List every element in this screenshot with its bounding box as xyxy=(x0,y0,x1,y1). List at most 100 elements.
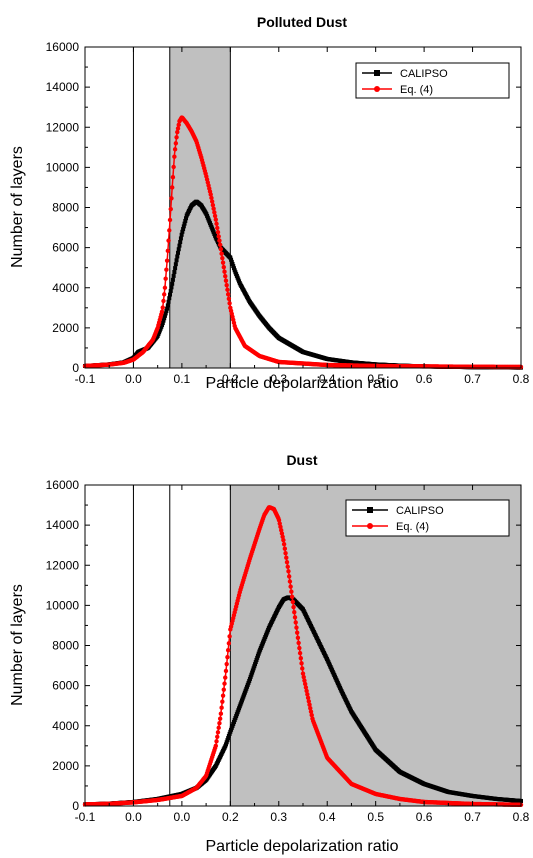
data-point xyxy=(215,730,221,735)
chart-title: Polluted Dust xyxy=(257,14,348,30)
series-layer xyxy=(82,115,524,370)
data-point xyxy=(163,311,168,316)
data-point xyxy=(297,650,303,656)
x-tick-label: 0.5 xyxy=(367,810,384,824)
data-point xyxy=(231,266,236,271)
y-tick-label: 8000 xyxy=(52,201,79,215)
data-point xyxy=(159,309,165,314)
legend-label-calipso: CALIPSO xyxy=(400,68,448,80)
x-axis-ticks: -0.1 0.0 0.1 0.2 0.3 0.4 0.5 0.6 0.7 0.8 xyxy=(75,47,530,386)
data-point xyxy=(208,192,213,197)
data-point xyxy=(162,316,167,321)
data-point xyxy=(168,292,173,297)
data-point xyxy=(226,296,232,301)
data-point xyxy=(285,564,290,569)
data-point xyxy=(227,731,232,736)
data-point xyxy=(174,258,179,263)
data-point xyxy=(247,678,252,683)
data-point xyxy=(279,531,285,536)
data-point xyxy=(281,541,287,547)
data-point xyxy=(160,321,165,326)
data-point xyxy=(165,303,170,308)
data-point xyxy=(221,687,226,692)
y-axis-label: Number of layers xyxy=(9,584,26,706)
data-point xyxy=(225,738,230,743)
data-point xyxy=(179,232,184,237)
data-point xyxy=(164,267,169,272)
y-tick-label: 8000 xyxy=(52,639,79,653)
y-axis-label: Number of layers xyxy=(9,146,26,268)
y-tick-label: 4000 xyxy=(52,281,79,295)
panel-dust: Dust -0.1 0.0 0.0 0.2 0.3 0.4 0.5 0.6 0.7 0.8 0 20… xyxy=(9,452,530,855)
x-tick-label: 0.4 xyxy=(319,810,336,824)
data-point xyxy=(176,250,181,255)
data-point xyxy=(255,653,260,658)
legend-marker-eq4 xyxy=(374,86,380,92)
data-point xyxy=(224,661,229,667)
data-point xyxy=(224,283,229,288)
data-point xyxy=(288,584,293,589)
data-point xyxy=(226,733,231,738)
data-point xyxy=(214,221,219,226)
data-point xyxy=(168,206,173,212)
y-tick-label: 12000 xyxy=(46,120,80,134)
data-point xyxy=(290,599,296,605)
data-point xyxy=(165,306,170,311)
data-point xyxy=(299,661,304,666)
y-axis-ticks: 0 2000 4000 6000 8000 10000 12000 14000 16000 xyxy=(46,40,521,375)
data-point xyxy=(178,236,183,241)
data-point xyxy=(289,589,294,594)
data-point xyxy=(212,213,218,219)
x-tick-label: 0.0 xyxy=(125,372,142,386)
x-tick-label: 0.7 xyxy=(464,810,481,824)
data-point xyxy=(252,664,257,669)
data-point xyxy=(226,641,232,646)
data-point xyxy=(291,604,296,610)
data-point xyxy=(182,221,187,226)
data-point xyxy=(225,292,231,297)
data-point xyxy=(176,122,181,128)
x-axis-ticks: -0.1 0.0 0.0 0.2 0.3 0.4 0.5 0.6 0.7 0.8 xyxy=(75,485,530,824)
data-point xyxy=(296,640,301,646)
data-point xyxy=(216,725,221,730)
data-point xyxy=(250,670,255,675)
x-tick-label: 0.5 xyxy=(367,372,384,386)
data-point xyxy=(161,318,166,323)
data-point xyxy=(224,740,229,745)
data-point xyxy=(284,555,289,560)
reference-lines xyxy=(132,485,231,806)
y-tick-label: 0 xyxy=(72,361,79,375)
legend-marker-eq4 xyxy=(367,523,373,529)
data-point xyxy=(220,260,226,265)
data-point xyxy=(180,229,185,234)
data-point xyxy=(223,668,229,674)
data-point xyxy=(251,666,256,671)
data-point xyxy=(170,175,176,180)
y-tick-label: 10000 xyxy=(46,160,80,174)
data-point xyxy=(289,594,295,600)
data-point xyxy=(292,609,297,615)
data-point xyxy=(169,196,174,201)
data-point xyxy=(170,281,175,286)
data-point xyxy=(215,734,220,739)
data-point xyxy=(304,688,309,694)
data-point xyxy=(212,210,217,215)
data-point xyxy=(306,699,312,704)
data-point xyxy=(175,129,180,135)
data-point xyxy=(168,288,173,293)
data-point xyxy=(253,660,258,665)
legend-box xyxy=(345,499,510,537)
data-point xyxy=(173,262,178,267)
data-point xyxy=(183,218,188,223)
data-point xyxy=(160,305,165,310)
x-tick-label: 0.3 xyxy=(270,372,287,386)
data-point xyxy=(254,657,259,662)
x-axis-label: Particle depolarization ratio xyxy=(206,838,399,855)
data-point xyxy=(286,574,292,579)
data-point xyxy=(279,527,284,533)
x-tick-label: 0.7 xyxy=(464,372,481,386)
data-point xyxy=(211,206,216,211)
data-point xyxy=(308,705,313,711)
data-point xyxy=(217,242,223,248)
